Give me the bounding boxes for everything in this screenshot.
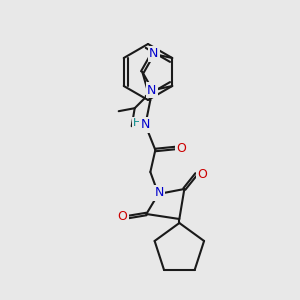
Text: O: O bbox=[117, 211, 127, 224]
Text: O: O bbox=[176, 142, 186, 154]
Text: N: N bbox=[147, 84, 156, 97]
Text: O: O bbox=[197, 167, 207, 181]
Text: N: N bbox=[149, 47, 158, 60]
Text: N: N bbox=[155, 187, 164, 200]
Text: H: H bbox=[133, 118, 142, 128]
Text: N: N bbox=[141, 118, 150, 131]
